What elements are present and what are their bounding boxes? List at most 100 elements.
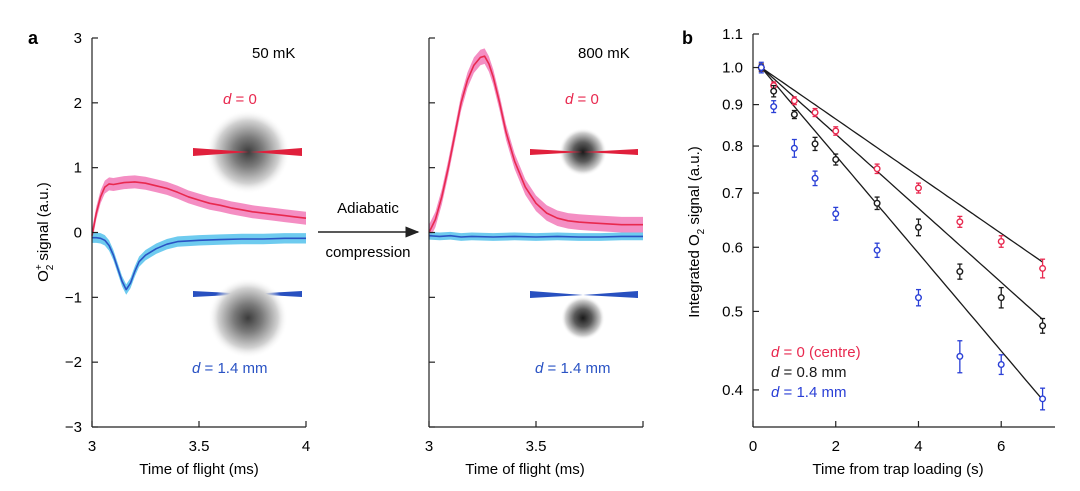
b-ytick-label: 0.7: [722, 185, 743, 202]
aR-xtick-label: 3.5: [526, 438, 547, 455]
a-left-ylabel-base: O: [35, 270, 52, 282]
aL-ytick-label: −3: [65, 419, 82, 436]
aL-xtick-label: 4: [302, 438, 310, 455]
panel-b: 0.4 0.5 0.6 0.7 0.8 0.9 1.0 1.1 0 2 4 6 d = 0 (cen…: [686, 26, 1055, 478]
a-right-label-blue-val: = 1.4 mm: [543, 360, 610, 377]
b-ytick-label: 1.0: [722, 60, 743, 77]
b-legend-text: = 0 (centre): [779, 344, 860, 361]
b-fit-lines: [760, 66, 1044, 401]
b-xtick-label: 4: [914, 438, 922, 455]
aR-series-line-1: [428, 234, 643, 238]
a-right-beam-bottom: [530, 291, 638, 298]
b-ytick-label: 0.5: [722, 303, 743, 320]
a-left-label-blue-var: d: [192, 360, 201, 377]
b-data-point: [790, 144, 798, 152]
b-ytick-label: 1.1: [722, 26, 743, 43]
b-data-point: [873, 165, 881, 173]
a-left-title: 50 mK: [252, 45, 295, 62]
b-data-point: [956, 268, 964, 276]
b-data-point: [832, 127, 840, 135]
b-data-point: [914, 294, 922, 302]
a-right-title: 800 mK: [578, 45, 630, 62]
b-fit-line-1: [760, 67, 1044, 320]
a-left-beam-top: [193, 148, 302, 156]
b-legend: d = 0 (centre)d = 0.8 mmd = 1.4 mm: [771, 344, 861, 401]
b-data-point: [956, 352, 964, 360]
b-data-point: [832, 210, 840, 218]
a-left-xlabel: Time of flight (ms): [139, 461, 258, 478]
b-data-point: [790, 111, 798, 119]
b-legend-entry-1: d = 0.8 mm: [771, 364, 846, 381]
b-xtick-label: 2: [832, 438, 840, 455]
b-data-point: [790, 97, 798, 105]
aR-xtick-label: 3: [425, 438, 433, 455]
b-data-point: [770, 103, 778, 111]
b-data-point: [832, 155, 840, 163]
a-left-lines: [91, 181, 307, 291]
a-right-lines: [428, 55, 643, 238]
panel-a-right: 3 3.5 800 mK d = 0 d = 1.4 mm Time of fli…: [425, 37, 644, 478]
b-legend-var: d: [771, 384, 780, 401]
a-right-beam-top: [530, 149, 638, 155]
a-right-xlabel: Time of flight (ms): [465, 461, 584, 478]
b-xtick-label: 6: [997, 438, 1005, 455]
b-fit-line-0: [760, 66, 1043, 263]
b-data-point: [757, 64, 765, 72]
b-legend-text: = 1.4 mm: [779, 384, 846, 401]
b-data-point: [1039, 395, 1047, 403]
b-ylabel: Integrated O2 signal (a.u.): [686, 146, 707, 318]
b-ylabel-post: signal (a.u.): [686, 146, 703, 229]
b-legend-entry-0: d = 0 (centre): [771, 344, 861, 361]
panel-b-label: b: [682, 28, 693, 48]
a-right-label-red-var: d: [565, 91, 574, 108]
a-left-ylabel-rest: signal (a.u.): [35, 182, 52, 265]
aR-band-0: [429, 48, 643, 241]
aL-series-line-1: [92, 236, 306, 291]
aL-ytick-label: 3: [74, 30, 82, 47]
a-left-ylabel: O+2 signal (a.u.): [34, 182, 56, 282]
a-right-bands: [429, 48, 643, 241]
aL-xtick-label: 3: [88, 438, 96, 455]
b-data-point: [770, 87, 778, 95]
b-data-point: [811, 140, 819, 148]
aL-series-line-0: [91, 181, 307, 236]
b-data-point: [914, 184, 922, 192]
aL-ytick-label: 2: [74, 95, 82, 112]
a-left-label-red: d = 0: [223, 91, 257, 108]
aL-ytick-label: −1: [65, 289, 82, 306]
a-left-label-blue: d = 1.4 mm: [192, 360, 267, 377]
aL-ytick-label: 0: [74, 225, 82, 242]
b-legend-text: = 0.8 mm: [779, 364, 846, 381]
b-data-point: [1039, 264, 1047, 272]
b-data-point: [811, 109, 819, 117]
a-left-ylabel-sup: +: [34, 264, 45, 270]
b-legend-entry-2: d = 1.4 mm: [771, 384, 846, 401]
b-legend-var: d: [771, 344, 780, 361]
b-fit-line-2: [760, 67, 1044, 401]
a-left-label-red-var: d: [223, 91, 232, 108]
b-legend-var: d: [771, 364, 780, 381]
b-data-point: [873, 246, 881, 254]
a-left-ylabel-sub: 2: [45, 264, 56, 270]
b-ylabel-sub: 2: [696, 228, 707, 234]
arrow-text-2: compression: [325, 244, 410, 261]
b-data-point: [1039, 322, 1047, 330]
a-left-label-red-val: = 0: [231, 91, 256, 108]
a-left-cloud-bottom: [208, 278, 288, 358]
a-left-bands: [92, 175, 306, 295]
b-ytick-label: 0.9: [722, 97, 743, 114]
a-right-label-blue: d = 1.4 mm: [535, 360, 610, 377]
aL-ytick-label: −2: [65, 354, 82, 371]
panel-a-label: a: [28, 28, 39, 48]
b-markers: [757, 61, 1047, 411]
b-data-point: [811, 174, 819, 182]
b-data-point: [956, 218, 964, 226]
b-xlabel: Time from trap loading (s): [812, 461, 983, 478]
b-data-point: [873, 199, 881, 207]
b-data-point: [997, 294, 1005, 302]
aL-xtick-label: 3.5: [189, 438, 210, 455]
arrow-text-1: Adiabatic: [337, 200, 399, 217]
a-right-label-red: d = 0: [565, 91, 599, 108]
